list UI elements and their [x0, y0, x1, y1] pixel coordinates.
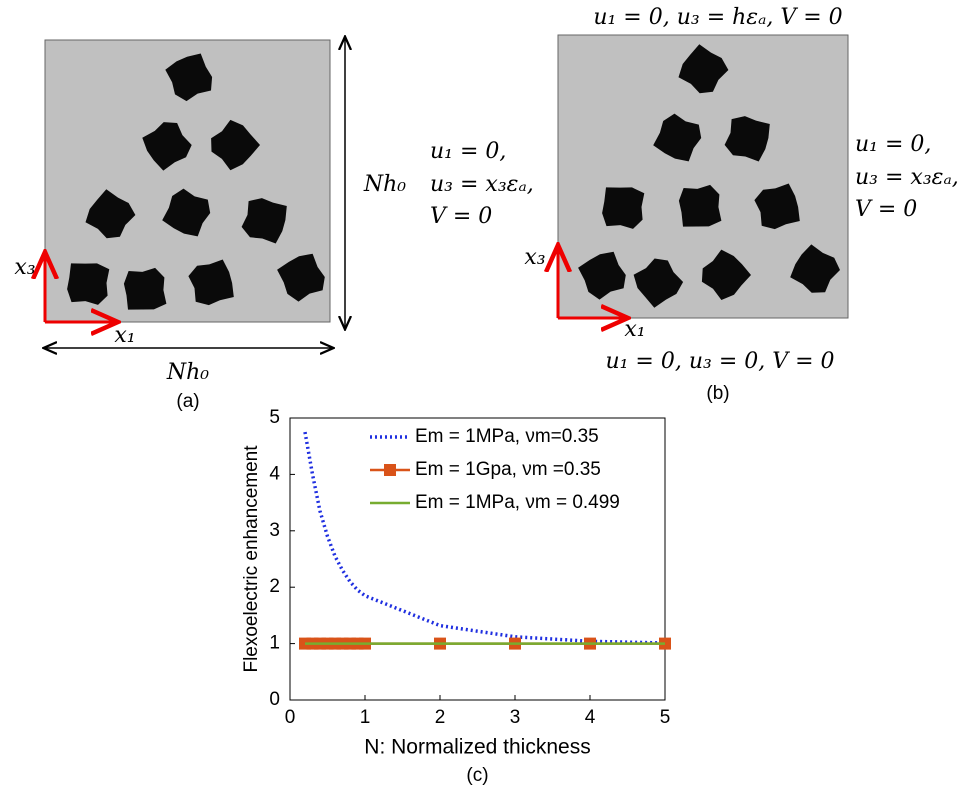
legend-label: Em = 1MPa, νm = 0.499	[415, 492, 620, 513]
x-tick-label: 2	[435, 707, 446, 728]
inclusion	[678, 44, 729, 94]
boundary-condition: V = 0	[430, 204, 492, 229]
series-line	[303, 431, 666, 645]
caption: (c)	[466, 765, 488, 786]
inclusion	[578, 251, 626, 300]
x-tick-label: 0	[285, 707, 296, 728]
caption: (b)	[706, 383, 729, 404]
y-tick-label: 5	[269, 407, 280, 428]
boundary-condition: u₁ = 0, u₃ = 0, V = 0	[605, 349, 834, 374]
axis-label: x₁	[624, 317, 645, 342]
inclusion	[277, 253, 325, 302]
boundary-condition: u₁ = 0,	[855, 132, 931, 157]
axis-label: x₃	[14, 255, 35, 280]
x-tick-label: 5	[660, 707, 671, 728]
inclusion	[67, 263, 110, 305]
x-tick-label: 4	[585, 707, 596, 728]
inclusion	[142, 122, 192, 171]
y-tick-label: 4	[269, 463, 280, 484]
legend-label: Em = 1Gpa, νm =0.35	[415, 459, 601, 480]
x-axis-label: N: Normalized thickness	[364, 736, 590, 759]
dimension-label: Nh₀	[363, 172, 406, 197]
boundary-condition: u₃ = x₃εₐ,	[855, 165, 959, 190]
inclusion	[653, 113, 702, 162]
y-tick-label: 3	[269, 520, 280, 541]
inclusion	[633, 258, 684, 308]
inclusion	[701, 249, 751, 300]
inclusion	[188, 259, 234, 306]
chart: 0 1 2 3 4 5 0 1 2 3 4 5 N: Normalized thickness (c) Fl…	[241, 407, 671, 786]
inclusions	[67, 53, 325, 310]
inclusion	[241, 198, 287, 244]
dimension-label: Nh₀	[166, 360, 209, 385]
legend-marker	[384, 464, 396, 476]
inclusion	[162, 188, 211, 237]
inclusion	[724, 116, 770, 162]
boundary-condition: u₃ = x₃εₐ,	[430, 172, 534, 197]
x-tick-label: 1	[360, 707, 371, 728]
caption: (a)	[176, 391, 199, 412]
plot-frame	[289, 417, 666, 701]
y-axis-label: Flexoelectric enhancement	[241, 445, 262, 673]
axis-label: x₃	[524, 245, 545, 270]
y-tick-label: 1	[269, 633, 280, 654]
axis-label: x₁	[114, 323, 135, 348]
inclusion	[123, 267, 167, 310]
boundary-condition: V = 0	[855, 197, 917, 222]
inclusion	[678, 184, 722, 227]
inclusion	[211, 119, 260, 171]
inclusions	[578, 44, 840, 308]
y-tick-label: 2	[269, 576, 280, 597]
inclusion	[165, 53, 213, 102]
inclusion	[754, 183, 800, 230]
inclusion	[85, 189, 136, 239]
y-tick-label: 0	[269, 689, 280, 710]
boundary-condition: u₁ = 0, u₃ = hεₐ, V = 0	[593, 5, 842, 30]
x-tick-label: 3	[510, 707, 521, 728]
legend-label: Em = 1MPa, νm=0.35	[415, 426, 599, 447]
boundary-condition: u₁ = 0,	[430, 139, 506, 164]
inclusion	[602, 187, 645, 229]
inclusion	[790, 244, 840, 293]
